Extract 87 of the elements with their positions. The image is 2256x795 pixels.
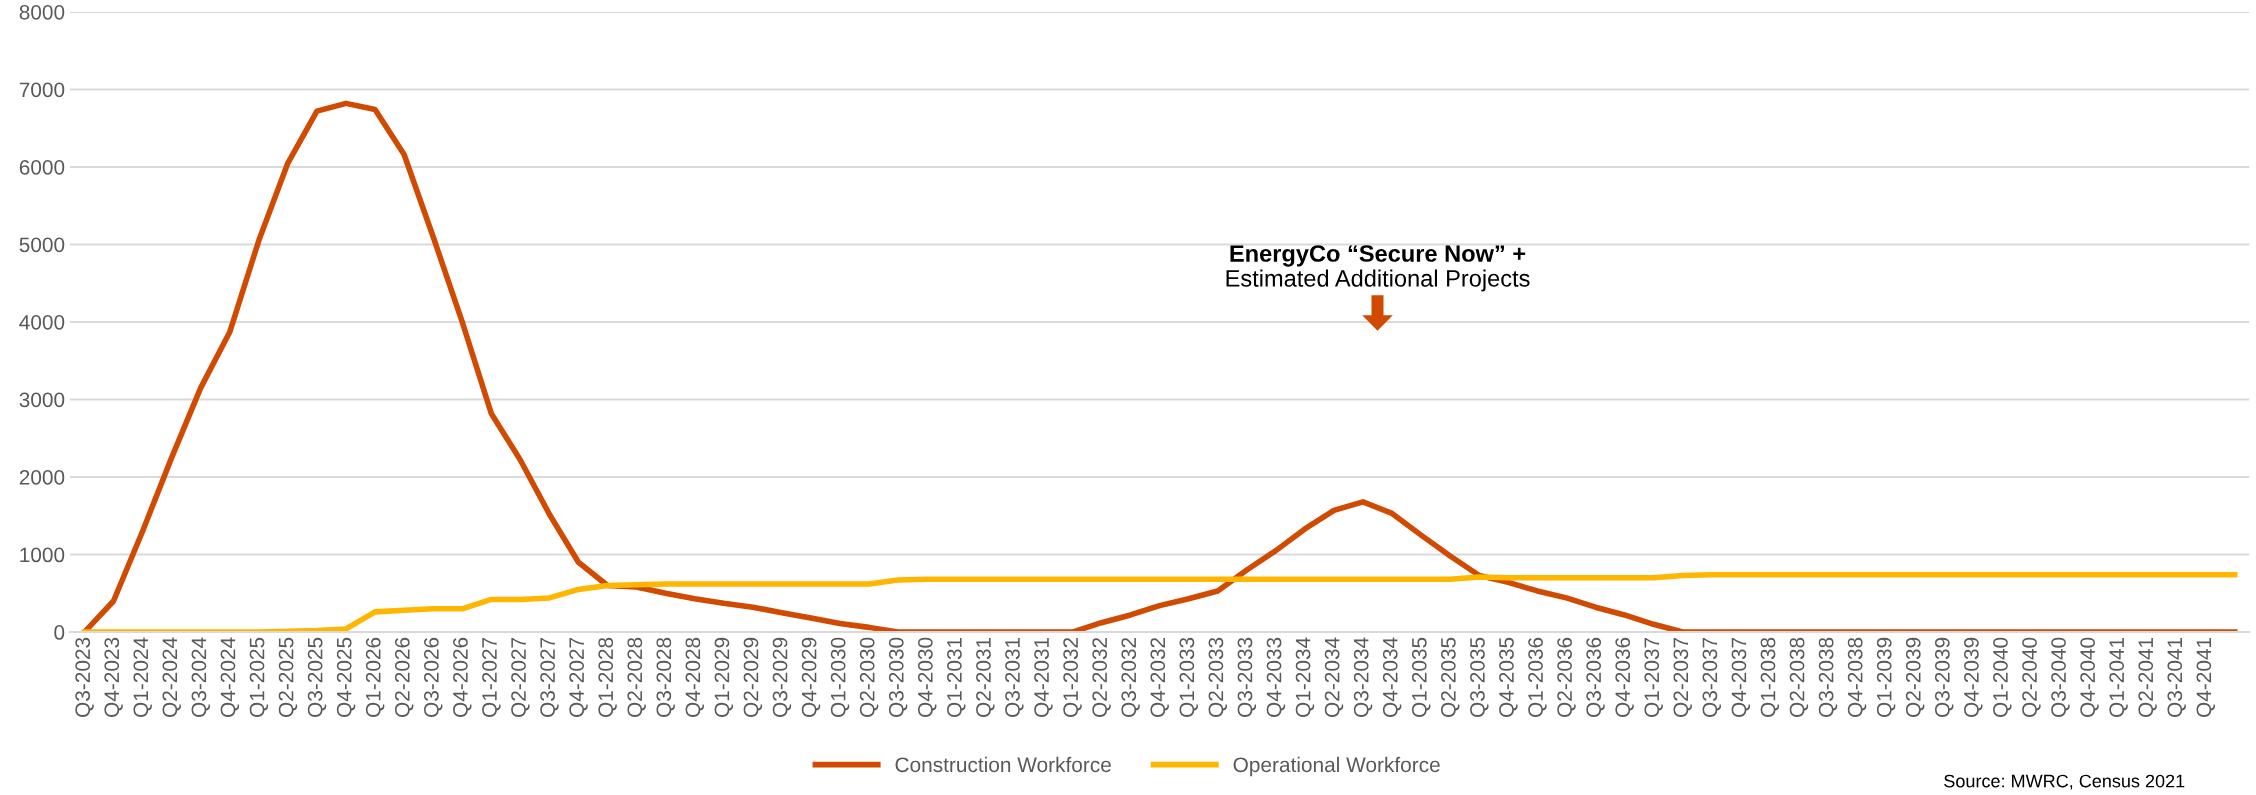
x-tick-label: Q1-2038 (1760, 637, 1780, 717)
x-tick-label: Q3-2023 (75, 637, 94, 717)
x-tick-label: Q1-2027 (482, 637, 501, 717)
x-tick-label: Q2-2040 (2022, 637, 2041, 717)
x-tick-label: Q4-2024 (220, 637, 240, 717)
x-tick-label: Q4-2030 (917, 637, 937, 717)
x-tick-label: Q1-2036 (1528, 637, 1547, 717)
annotation: EnergyCo “Secure Now” + Estimated Additional Projects (1226, 245, 1530, 292)
x-tick-label: Q4-2026 (453, 637, 472, 717)
x-tick-label: Q3-2037 (1702, 637, 1721, 717)
x-tick-label: Q2-2029 (743, 637, 763, 717)
x-tick-label: Q3-2039 (1934, 637, 1954, 717)
x-tick-label: Q2-2041 (2138, 637, 2157, 717)
y-tick-label: 4000 (19, 314, 65, 330)
x-tick-label: Q4-2031 (1034, 637, 1053, 717)
x-tick-label: Q3-2036 (1586, 637, 1605, 717)
x-tick-label: Q1-2040 (1993, 637, 2012, 717)
x-tick-label: Q2-2034 (1324, 637, 1344, 717)
x-tick-label: Q1-2029 (714, 637, 734, 717)
y-tick-label: 8000 (19, 4, 65, 20)
x-tick-label: Q3-2032 (1121, 637, 1140, 717)
x-tick-label: Q4-2040 (2080, 637, 2099, 717)
x-tick-label: Q3-2038 (1818, 637, 1838, 717)
x-tick-label: Q3-2030 (888, 637, 908, 717)
x-tick-label: Q3-2041 (2167, 637, 2186, 717)
x-tick-label: Q1-2039 (1876, 637, 1896, 717)
y-tick-label: 3000 (19, 392, 65, 408)
x-tick-label: Q1-2026 (365, 637, 385, 717)
x-tick-label: Q2-2037 (1673, 637, 1692, 717)
x-tick-label: Q4-2027 (569, 637, 588, 717)
x-tick-label: Q3-2040 (2051, 637, 2070, 717)
x-tick-label: Q2-2026 (394, 637, 414, 717)
x-tick-label: Q4-2038 (1847, 637, 1867, 717)
x-tick-label: Q1-2033 (1179, 637, 1198, 717)
y-tick-label: 0 (54, 625, 65, 640)
x-tick-label: Q2-2027 (511, 637, 530, 717)
x-tick-label: Q1-2032 (1063, 637, 1082, 717)
x-tick-label: Q3-2027 (540, 637, 559, 717)
x-tick-label: Q1-2028 (598, 637, 617, 717)
x-tick-label: Q4-2028 (685, 637, 704, 717)
legend-label: Operational Workforce (1233, 756, 1440, 777)
x-tick-label: Q1-2034 (1295, 637, 1315, 717)
y-tick-label: 6000 (19, 159, 65, 175)
x-tick-label: Q3-2026 (423, 637, 443, 717)
x-tick-label: Q3-2034 (1353, 637, 1373, 717)
x-tick-label: Q3-2025 (307, 637, 327, 717)
x-tick-label: Q4-2037 (1731, 637, 1751, 717)
x-tick-label: Q4-2034 (1382, 637, 1402, 717)
x-tick-label: Q2-2025 (278, 637, 298, 717)
x-tick-label: Q4-2041 (2196, 637, 2215, 717)
x-tick-label: Q1-2037 (1644, 637, 1663, 717)
x-tick-label: Q1-2025 (249, 637, 269, 717)
y-tick-label: 7000 (19, 82, 65, 98)
x-tick-label: Q4-2036 (1615, 637, 1634, 717)
x-tick-label: Q4-2029 (801, 637, 821, 717)
x-tick-label: Q2-2028 (627, 637, 646, 717)
source-note: Source: MWRC, Census 2021 (1944, 774, 2185, 790)
x-tick-label: Q3-2033 (1237, 637, 1257, 717)
x-tick-label: Q2-2035 (1441, 637, 1460, 717)
x-tick-label: Q1-2030 (830, 637, 850, 717)
x-tick-label: Q4-2025 (336, 637, 356, 717)
x-tick-label: Q4-2023 (104, 637, 123, 717)
x-tick-label: Q1-2031 (947, 637, 966, 717)
y-tick-label: 2000 (19, 470, 65, 485)
x-tick-label: Q3-2024 (191, 637, 211, 717)
x-tick-label: Q2-2031 (976, 637, 995, 717)
x-tick-label: Q1-2041 (2109, 637, 2128, 717)
x-tick-label: Q4-2033 (1266, 637, 1286, 717)
x-tick-label: Q2-2030 (859, 637, 879, 717)
x-tick-label: Q4-2039 (1964, 637, 1983, 717)
x-tick-label: Q2-2038 (1789, 637, 1809, 717)
x-tick-label: Q2-2024 (162, 637, 181, 717)
x-tick-label: Q2-2032 (1092, 637, 1111, 717)
x-tick-label: Q3-2035 (1470, 637, 1489, 717)
x-tick-label: Q2-2036 (1557, 637, 1576, 717)
x-tick-label: Q3-2031 (1005, 637, 1024, 717)
y-tick-label: 1000 (20, 547, 65, 563)
x-tick-label: Q2-2039 (1905, 637, 1925, 717)
x-tick-label: Q3-2029 (772, 637, 792, 717)
x-tick-label: Q2-2033 (1208, 637, 1228, 717)
y-tick-label: 5000 (19, 237, 65, 253)
x-tick-label: Q3-2028 (656, 637, 675, 717)
x-tick-label: Q4-2035 (1499, 637, 1518, 717)
legend-label: Construction Workforce (895, 756, 1111, 773)
x-tick-label: Q1-2024 (133, 637, 152, 717)
x-tick-label: Q4-2032 (1150, 637, 1169, 717)
x-tick-label: Q1-2035 (1411, 637, 1431, 717)
